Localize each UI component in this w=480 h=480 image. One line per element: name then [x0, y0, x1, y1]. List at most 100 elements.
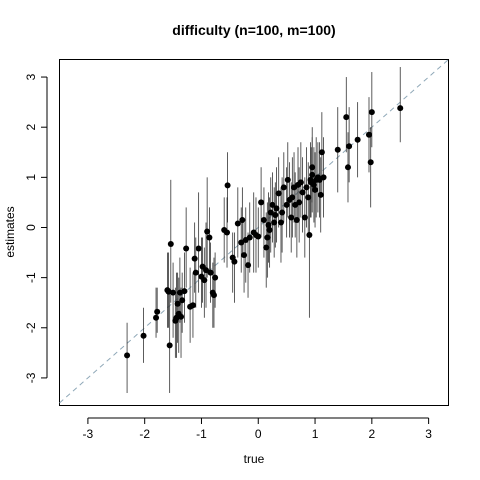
y-tick-label: 0 [24, 224, 38, 231]
x-tick-label: -2 [139, 427, 150, 441]
data-point [303, 184, 310, 191]
data-point [269, 201, 276, 208]
data-point [267, 209, 274, 216]
data-point [246, 234, 253, 241]
chart-title: difficulty (n=100, m=100) [172, 22, 335, 38]
data-point [124, 352, 131, 359]
data-point [164, 287, 171, 294]
data-point [255, 233, 262, 240]
data-point [212, 274, 219, 281]
x-tick-label: 2 [368, 427, 375, 441]
data-point [397, 105, 404, 112]
x-tick-label: 3 [425, 427, 432, 441]
data-point [343, 114, 350, 121]
data-point [365, 131, 372, 138]
data-point [174, 300, 181, 307]
data-point [140, 332, 147, 339]
data-point [284, 176, 291, 183]
axes: -3 -2 -1 0 1 2 3 -3 -2 -1 0 1 2 3 [24, 59, 449, 441]
data-point [306, 232, 313, 239]
data-point [272, 211, 279, 218]
data-point [245, 262, 252, 269]
data-point [305, 194, 312, 201]
data-point [153, 314, 160, 321]
data-point [317, 191, 324, 198]
data-point [189, 302, 196, 309]
data-point [167, 241, 174, 248]
data-point [260, 216, 267, 223]
data-point [334, 146, 341, 153]
data-point [191, 255, 198, 262]
data-point [224, 182, 231, 189]
data-point [312, 186, 319, 193]
data-point [154, 308, 161, 315]
data-point [181, 288, 188, 295]
data-point [293, 216, 300, 223]
data-point [192, 269, 199, 276]
x-tick-label: 1 [312, 427, 319, 441]
data-point [275, 190, 282, 197]
data-point [301, 214, 308, 221]
data-point [354, 136, 361, 143]
data-point [273, 205, 280, 212]
data-point [318, 149, 325, 156]
data-point [265, 221, 272, 228]
x-axis-ticks: -3 -2 -1 0 1 2 3 [83, 418, 432, 441]
data-point [279, 209, 286, 216]
y-axis-ticks: -3 -2 -1 0 1 2 3 [24, 73, 47, 383]
data-point [296, 199, 303, 206]
x-tick-label: -3 [83, 427, 94, 441]
y-tick-label: 1 [24, 174, 38, 181]
data-point [297, 179, 304, 186]
data-point [166, 342, 173, 349]
x-axis-label: true [244, 452, 265, 466]
data-point [266, 226, 273, 233]
data-point [309, 164, 316, 171]
data-point [320, 174, 327, 181]
data-point [203, 267, 210, 274]
data-point [176, 289, 183, 296]
data-point [239, 216, 246, 223]
data-point [308, 179, 315, 186]
y-tick-label: -3 [24, 372, 38, 383]
data-point [368, 109, 375, 116]
reference-line [59, 59, 449, 404]
y-axis-label: estimates [3, 206, 17, 257]
data-point [241, 252, 248, 259]
y-tick-label: 3 [24, 73, 38, 80]
data-point [178, 313, 185, 320]
data-point [344, 164, 351, 171]
data-point [179, 297, 186, 304]
data-point [183, 245, 190, 252]
data-point [299, 189, 306, 196]
data-points [124, 105, 404, 359]
data-point [288, 214, 295, 221]
data-point [170, 289, 177, 296]
data-point [264, 234, 271, 241]
data-point [280, 184, 287, 191]
y-tick-label: -2 [24, 322, 38, 333]
data-point [309, 171, 316, 178]
data-point [289, 194, 296, 201]
data-point [234, 220, 241, 227]
data-point [258, 199, 265, 206]
data-point [210, 292, 217, 299]
data-point [207, 269, 214, 276]
data-point [231, 258, 238, 265]
data-point [367, 159, 374, 166]
data-point [195, 245, 202, 252]
data-point [271, 219, 278, 226]
y-tick-label: -1 [24, 272, 38, 283]
x-tick-label: -1 [196, 427, 207, 441]
data-point [277, 219, 284, 226]
data-point [224, 229, 231, 236]
data-point [206, 234, 213, 241]
data-point [204, 228, 211, 235]
data-point [238, 239, 245, 246]
plot-frame [59, 59, 449, 406]
data-point [263, 244, 270, 251]
x-tick-label: 0 [255, 427, 262, 441]
data-point [201, 277, 208, 284]
data-point [283, 201, 290, 208]
